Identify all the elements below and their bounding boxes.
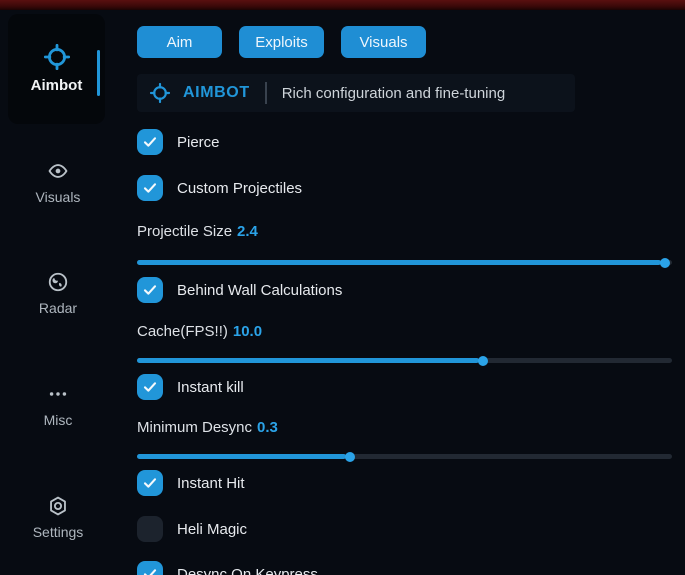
checkbox-label: Custom Projectiles [177, 179, 303, 197]
sidebar-item-aimbot[interactable]: Aimbot [8, 14, 105, 124]
checkbox-label: Instant kill [177, 378, 244, 396]
slider-name: Minimum Desync [137, 419, 253, 436]
slider-label-cache-fps: Cache(FPS!!) 10.0 [137, 323, 672, 341]
sidebar-item-radar[interactable]: Radar [0, 271, 116, 316]
custom-projectiles-checkbox[interactable] [137, 175, 163, 201]
main-panel: Aim Exploits Visuals AIMBOT Rich configu… [137, 26, 672, 575]
checkbox-label: Desync On Keypress [177, 565, 318, 575]
eye-icon [47, 160, 69, 182]
checkbox-row-instant-kill: Instant kill [137, 374, 672, 400]
sidebar-item-label: Aimbot [30, 77, 83, 94]
checkbox-label: Behind Wall Calculations [177, 281, 343, 299]
ellipsis-icon [47, 383, 69, 405]
checkbox-row-behind-wall: Behind Wall Calculations [137, 277, 672, 303]
slider-fill [137, 451, 355, 462]
checkbox-label: Instant Hit [177, 474, 245, 492]
sidebar-item-label: Visuals [35, 189, 81, 205]
pierce-checkbox[interactable] [137, 129, 163, 155]
sidebar-item-settings[interactable]: Settings [0, 495, 116, 540]
tab-aim[interactable]: Aim [137, 26, 222, 58]
slider-label-projectile-size: Projectile Size 2.4 [137, 223, 672, 241]
cache-fps-slider[interactable] [137, 351, 672, 369]
slider-thumb[interactable] [660, 257, 671, 268]
slider-value: 2.4 [237, 223, 258, 240]
crosshair-icon [43, 44, 70, 70]
slider-fill [137, 257, 671, 268]
sidebar: Aimbot Visuals Radar Misc Settings [0, 10, 116, 575]
checkbox-row-custom-projectiles: Custom Projectiles [137, 175, 672, 201]
instant-kill-checkbox[interactable] [137, 374, 163, 400]
slider-name: Projectile Size [137, 223, 233, 240]
section-title: AIMBOT [183, 84, 250, 101]
sidebar-item-visuals[interactable]: Visuals [0, 160, 116, 205]
checkbox-label: Heli Magic [177, 520, 248, 538]
projectile-size-slider[interactable] [137, 253, 672, 271]
checkbox-row-instant-hit: Instant Hit [137, 470, 672, 496]
tab-bar: Aim Exploits Visuals [137, 26, 672, 58]
sidebar-item-label: Settings [32, 524, 84, 540]
divider [264, 82, 267, 104]
sidebar-item-label: Radar [38, 300, 78, 316]
slider-track [137, 454, 672, 459]
minimum-desync-slider[interactable] [137, 447, 672, 465]
checkbox-row-heli-magic: Heli Magic [137, 516, 672, 542]
section-header: AIMBOT Rich configuration and fine-tunin… [137, 74, 575, 112]
slider-name: Cache(FPS!!) [137, 323, 228, 340]
tab-exploits[interactable]: Exploits [239, 26, 324, 58]
slider-value: 10.0 [232, 323, 263, 340]
top-red-bar [0, 0, 685, 10]
checkbox-row-pierce: Pierce [137, 129, 672, 155]
sidebar-item-misc[interactable]: Misc [0, 383, 116, 428]
checkbox-row-desync-keypress: Desync On Keypress [137, 561, 672, 575]
slider-fill [137, 355, 489, 366]
desync-keypress-checkbox[interactable] [137, 561, 163, 575]
slider-label-minimum-desync: Minimum Desync 0.3 [137, 419, 672, 437]
section-subtitle: Rich configuration and fine-tuning [281, 84, 506, 102]
crosshair-icon [150, 83, 170, 103]
gear-icon [47, 495, 69, 517]
sidebar-item-label: Misc [43, 412, 73, 428]
heli-magic-checkbox[interactable] [137, 516, 163, 542]
slider-thumb[interactable] [344, 451, 355, 462]
checkbox-label: Pierce [177, 133, 220, 151]
instant-hit-checkbox[interactable] [137, 470, 163, 496]
radar-icon [47, 271, 69, 293]
slider-thumb[interactable] [478, 355, 489, 366]
behind-wall-checkbox[interactable] [137, 277, 163, 303]
slider-value: 0.3 [257, 419, 278, 436]
active-indicator [97, 50, 100, 96]
tab-visuals[interactable]: Visuals [341, 26, 426, 58]
